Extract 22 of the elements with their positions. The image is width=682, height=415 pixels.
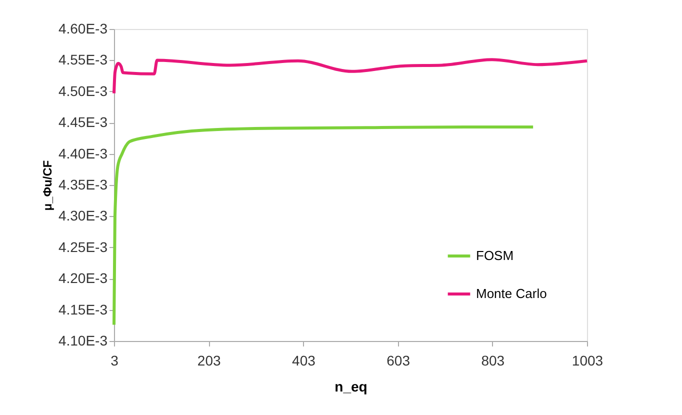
legend-label: Monte Carlo — [476, 286, 547, 301]
y-tick-label: 4.30E-3 — [58, 208, 108, 224]
x-axis-title: n_eq — [334, 378, 368, 394]
x-tick-label: 403 — [292, 352, 316, 368]
x-tick-label: 603 — [386, 352, 410, 368]
line-series — [112, 58, 588, 95]
legend-label: FOSM — [476, 248, 514, 263]
y-tick-label: 4.15E-3 — [58, 301, 108, 318]
x-tick-label: 3 — [110, 352, 119, 368]
y-tick-label: 4.20E-3 — [58, 270, 108, 286]
y-tick-label: 4.50E-3 — [58, 82, 108, 99]
y-tick-label: 4.25E-3 — [58, 238, 108, 255]
y-tick-label: 4.45E-3 — [58, 114, 108, 130]
y-tick-label: 4.10E-3 — [58, 332, 108, 348]
y-tick-label: 4.40E-3 — [58, 145, 108, 162]
y-tick-label: 4.60E-3 — [58, 20, 108, 36]
y-tick-label: 4.55E-3 — [58, 52, 108, 68]
y-axis-title: μ_Φu/CF — [40, 160, 54, 211]
x-tick-label: 1003 — [572, 352, 604, 368]
x-tick-label: 803 — [481, 352, 505, 368]
y-tick-label: 4.35E-3 — [58, 176, 108, 192]
x-tick-label: 203 — [197, 352, 221, 368]
